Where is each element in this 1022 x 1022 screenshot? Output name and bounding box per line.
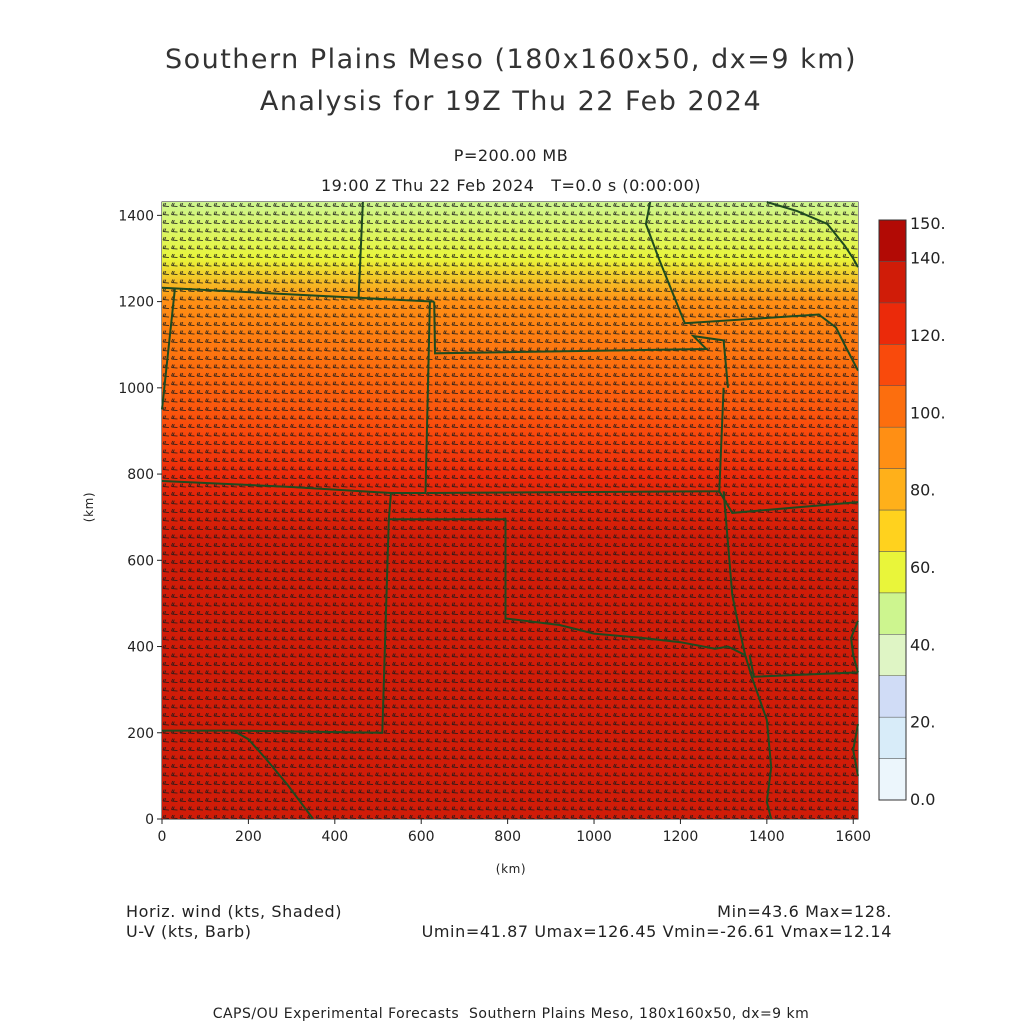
boundary-line-15 xyxy=(852,723,859,777)
x-tick-label-0: 0 xyxy=(158,829,167,845)
y-tick-label-7: 1400 xyxy=(118,208,154,224)
y-tick-label-3: 600 xyxy=(127,553,154,569)
wind-barbs xyxy=(162,202,858,819)
boundary-line-4 xyxy=(766,201,859,268)
component-stats: Umin=41.87 Umax=126.45 Vmin=-26.61 Vmax=… xyxy=(421,922,892,941)
min-max-stats: Min=43.6 Max=128. xyxy=(717,902,892,921)
colorbar-frame xyxy=(878,219,907,801)
boundary-line-1 xyxy=(357,201,364,298)
y-tick-label-5: 1000 xyxy=(118,381,154,397)
x-tick-label-4: 800 xyxy=(494,829,521,845)
colorbar-swatch-12 xyxy=(878,261,907,304)
chart-title: Southern Plains Meso (180x160x50, dx=9 k… xyxy=(164,44,858,75)
x-tick-label-6: 1200 xyxy=(663,829,699,845)
boundary-line-2 xyxy=(433,301,729,388)
y-axis-label: (km) xyxy=(82,491,97,523)
colorbar-swatch-0 xyxy=(878,758,907,801)
colorbar-swatch-11 xyxy=(878,302,907,345)
footer-caption: CAPS/OU Experimental Forecasts Southern … xyxy=(212,1006,810,1022)
x-axis: 0 200 400 600 800 1000 1200 1400 1600 xyxy=(158,819,871,845)
colorbar-swatch-3 xyxy=(878,634,907,676)
y-tick-label-4: 800 xyxy=(127,467,154,483)
boundary-line-11 xyxy=(232,729,314,820)
y-tick-label-1: 200 xyxy=(127,726,154,742)
x-tick-label-1: 200 xyxy=(235,829,262,845)
colorbar-swatch-8 xyxy=(878,426,907,469)
boundary-line-10 xyxy=(162,519,390,734)
y-axis: 0 200 400 600 800 1000 1200 1400 xyxy=(118,208,162,828)
vector-label: U-V (kts, Barb) xyxy=(126,922,252,941)
colorbar-label-1: 20. xyxy=(910,713,935,732)
state-boundaries xyxy=(161,201,859,820)
colorbar-label-5: 100. xyxy=(910,403,946,422)
field-label: Horiz. wind (kts, Shaded) xyxy=(126,902,343,921)
colorbar-swatch-13 xyxy=(878,219,907,262)
x-tick-label-7: 1400 xyxy=(749,829,785,845)
colorbar-label-3: 60. xyxy=(910,558,935,577)
x-tick-label-3: 600 xyxy=(408,829,435,845)
colorbar: 0.0 20. 40. 60. 80. 100. 120. 140. 150. xyxy=(878,214,946,809)
boundary-line-14 xyxy=(850,620,859,673)
y-tick-label-0: 0 xyxy=(145,812,154,828)
valid-time: 19:00 Z Thu 22 Feb 2024 T=0.0 s (0:00:00… xyxy=(320,176,701,195)
boundary-line-0 xyxy=(161,286,435,303)
chart-subtitle: Analysis for 19Z Thu 22 Feb 2024 xyxy=(259,86,763,117)
colorbar-label-8: 150. xyxy=(910,214,946,233)
colorbar-swatch-2 xyxy=(878,675,907,718)
pressure-level: P=200.00 MB xyxy=(453,146,569,165)
colorbar-swatch-10 xyxy=(878,344,907,386)
boundary-line-9 xyxy=(387,492,746,657)
boundary-line-13 xyxy=(748,655,859,678)
colorbar-swatch-9 xyxy=(878,385,907,428)
colorbar-label-7: 140. xyxy=(910,249,946,268)
colorbar-label-0: 0.0 xyxy=(910,790,935,809)
x-axis-label: (km) xyxy=(495,862,527,876)
x-tick-label-5: 1000 xyxy=(576,829,612,845)
colorbar-swatch-7 xyxy=(878,468,907,511)
y-tick-label-6: 1200 xyxy=(118,295,154,311)
x-tick-label-8: 1600 xyxy=(835,829,871,845)
boundary-line-3 xyxy=(644,201,859,372)
x-tick-label-2: 400 xyxy=(321,829,348,845)
colorbar-label-2: 40. xyxy=(910,635,935,654)
y-tick-label-2: 400 xyxy=(127,640,154,656)
colorbar-label-4: 80. xyxy=(910,481,935,500)
colorbar-swatch-4 xyxy=(878,592,907,635)
colorbar-swatch-1 xyxy=(878,716,907,759)
colorbar-label-6: 120. xyxy=(910,326,946,345)
colorbar-swatch-5 xyxy=(878,551,907,594)
boundary-line-12 xyxy=(722,491,773,820)
boundary-line-5 xyxy=(161,287,176,410)
colorbar-swatch-6 xyxy=(878,509,907,552)
